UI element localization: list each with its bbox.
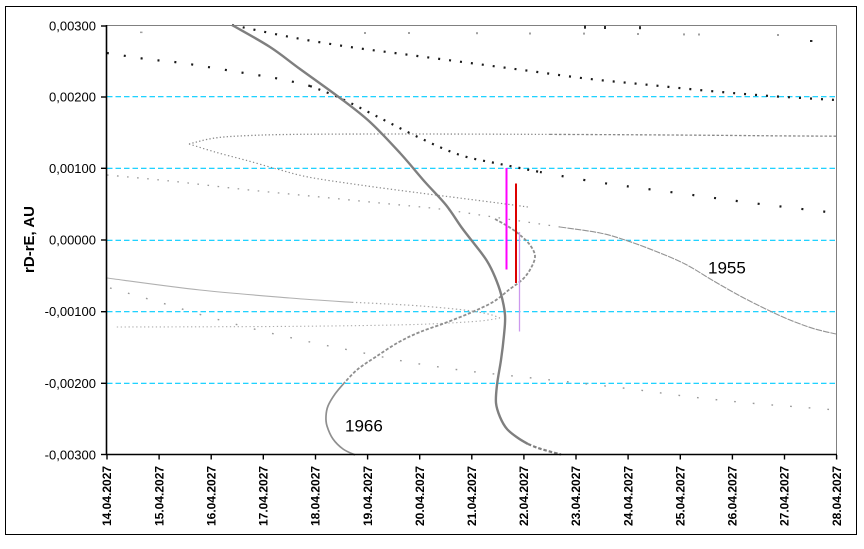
- svg-text:-0,00200: -0,00200: [45, 376, 96, 391]
- svg-text:23.04.2027: 23.04.2027: [569, 466, 583, 526]
- svg-text:25.04.2027: 25.04.2027: [674, 466, 688, 526]
- svg-text:21.04.2027: 21.04.2027: [465, 466, 479, 526]
- svg-text:-0,00300: -0,00300: [45, 448, 96, 463]
- svg-text:26.04.2027: 26.04.2027: [726, 466, 740, 526]
- svg-text:18.04.2027: 18.04.2027: [309, 466, 323, 526]
- svg-text:17.04.2027: 17.04.2027: [257, 466, 271, 526]
- svg-text:1966: 1966: [345, 417, 383, 436]
- svg-text:27.04.2027: 27.04.2027: [778, 466, 792, 526]
- svg-text:0,00300: 0,00300: [49, 19, 96, 34]
- svg-text:-0,00100: -0,00100: [45, 304, 96, 319]
- svg-text:rD-rE, AU: rD-rE, AU: [21, 206, 38, 273]
- svg-text:15.04.2027: 15.04.2027: [152, 466, 166, 526]
- svg-text:0,00100: 0,00100: [49, 161, 96, 176]
- svg-text:20.04.2027: 20.04.2027: [413, 466, 427, 526]
- svg-text:22.04.2027: 22.04.2027: [517, 466, 531, 526]
- svg-text:24.04.2027: 24.04.2027: [621, 466, 635, 526]
- svg-text:0,00000: 0,00000: [49, 233, 96, 248]
- svg-text:14.04.2027: 14.04.2027: [100, 466, 114, 526]
- svg-text:28.04.2027: 28.04.2027: [830, 466, 844, 526]
- svg-text:1955: 1955: [708, 259, 746, 278]
- svg-text:0,00200: 0,00200: [49, 90, 96, 105]
- svg-text:16.04.2027: 16.04.2027: [204, 466, 218, 526]
- svg-text:19.04.2027: 19.04.2027: [361, 466, 375, 526]
